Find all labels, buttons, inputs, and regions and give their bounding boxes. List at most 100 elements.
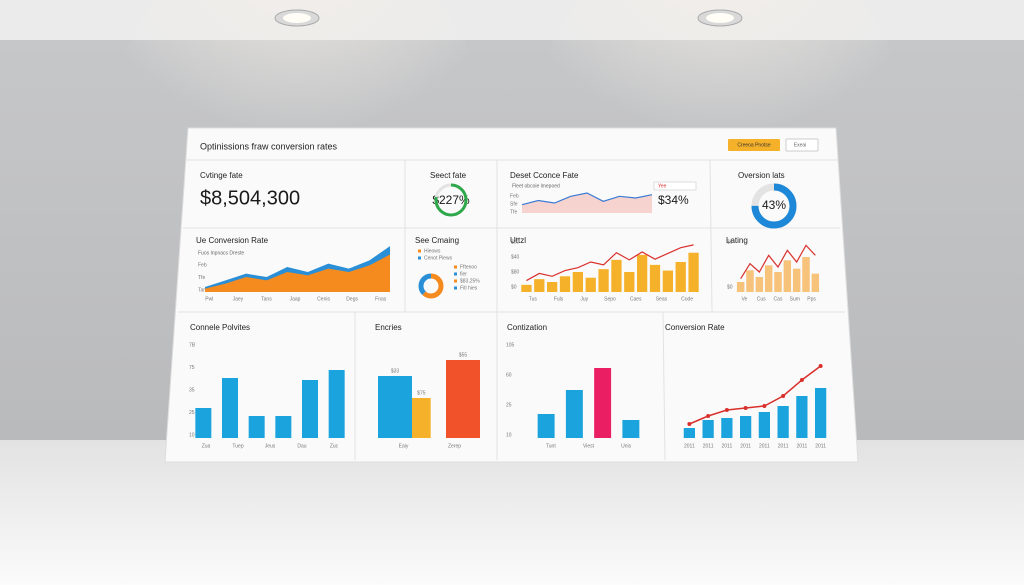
area — [205, 254, 390, 292]
x-tick-label: 2011 — [740, 443, 751, 449]
x-tick-label: Zuc — [330, 443, 339, 449]
x-tick-label: Sum — [790, 296, 800, 302]
line-point — [724, 408, 729, 412]
bar — [721, 418, 733, 438]
x-tick-label: Fnas — [375, 296, 387, 302]
y-tick-label: 7B — [189, 342, 196, 348]
x-tick-label: Pwl — [205, 296, 213, 302]
bar — [222, 378, 238, 438]
bar — [598, 269, 609, 292]
bar — [796, 396, 808, 438]
bar — [328, 370, 345, 438]
x-tick-label: Juy — [580, 296, 588, 302]
bar — [622, 420, 640, 438]
divider — [662, 311, 666, 461]
chart-title: Encries — [375, 323, 402, 332]
line-point — [781, 394, 786, 398]
bar — [534, 279, 545, 292]
tag — [653, 181, 697, 191]
button[interactable] — [728, 139, 780, 151]
chart-title: Uttzl — [510, 236, 526, 245]
y-tick-label: $0 — [727, 284, 733, 290]
x-tick-label: Viest — [583, 443, 595, 449]
kpi-label: Seect fate — [430, 171, 467, 180]
x-tick-label: 2011 — [759, 443, 770, 449]
line-point — [706, 414, 711, 418]
x-tick-label: Jaey — [233, 296, 244, 302]
chart-title: Lating — [726, 236, 748, 245]
x-tick-label: Tunt — [546, 443, 556, 449]
x-tick-label: Jeus — [265, 443, 276, 449]
bar — [248, 416, 265, 438]
x-tick-label: 2011 — [796, 443, 807, 449]
chart-title: Contization — [507, 323, 547, 332]
kpi-value: 43% — [762, 198, 786, 212]
bar — [302, 380, 318, 438]
legend: Fleet obcoie lmepoed — [512, 183, 560, 189]
bar — [637, 254, 648, 292]
x-tick-label: 2011 — [684, 443, 695, 449]
y-tick-label: $80 — [511, 269, 520, 275]
bar — [774, 272, 782, 292]
button-label[interactable]: Creeoa Pnotse — [737, 142, 771, 148]
bar — [758, 412, 770, 438]
y-tick-label: $6 — [727, 239, 733, 245]
legend-swatch — [418, 249, 421, 253]
bar — [683, 428, 695, 438]
dashboard-title: Optinissions fraw conversion rates — [200, 141, 338, 151]
y-tick-label: Tfe — [510, 209, 517, 215]
x-tick-label: Cas — [774, 296, 783, 302]
bar — [740, 416, 752, 438]
line — [521, 192, 653, 206]
button[interactable] — [785, 138, 819, 152]
kpi-label: Cvtinge fate — [200, 171, 243, 180]
y-tick-label: Feb — [510, 193, 519, 199]
data-label: $75 — [417, 390, 426, 396]
bar — [378, 376, 412, 438]
kpi-value: $227% — [432, 193, 470, 207]
y-tick-label: 75 — [189, 365, 195, 371]
x-tick-label: Seas — [656, 296, 668, 302]
floor — [0, 440, 1024, 585]
legend-swatch — [454, 265, 457, 269]
legend-swatch — [418, 256, 421, 260]
bar — [811, 273, 820, 292]
chart-title: See Cmaing — [415, 236, 459, 245]
line — [526, 244, 694, 282]
kpi-label: Oversion lats — [738, 171, 785, 180]
bar — [736, 282, 745, 292]
line-point — [799, 378, 804, 382]
donut-segment — [418, 273, 444, 299]
bar — [702, 420, 714, 438]
chart-title: Deset Cconce Fate — [510, 171, 579, 180]
bar — [275, 416, 292, 438]
x-tick-label: Zua — [202, 443, 211, 449]
bar — [802, 257, 810, 292]
x-tick-label: Caes — [630, 296, 642, 302]
x-tick-label: 2011 — [815, 443, 826, 449]
x-tick-label: 2011 — [778, 443, 789, 449]
ceiling-light — [283, 13, 311, 23]
kpi-value: $34% — [658, 193, 689, 207]
y-tick-label: 10 — [189, 432, 195, 438]
bar — [783, 260, 792, 292]
y-tick-label: 25 — [189, 410, 195, 416]
y-tick-label: $0 — [511, 284, 517, 290]
charts: Feb Sfe Tfe Feb Tfe Tan Pwl Jaey Tans Jaap Cenis De… — [189, 183, 827, 449]
bar — [815, 388, 827, 438]
x-tick-label: Sepo — [604, 296, 616, 302]
x-tick-label: Degs — [346, 296, 358, 302]
button-label[interactable]: Exeai — [794, 142, 807, 148]
bar — [559, 276, 571, 292]
bar — [412, 398, 431, 438]
ring-progress — [434, 183, 468, 217]
x-tick-label: Tuep — [232, 443, 243, 449]
bar — [537, 414, 555, 438]
kpi-value: $8,504,300 — [200, 187, 300, 209]
x-tick-label: Fuls — [554, 296, 564, 302]
x-tick-label: Tans — [261, 296, 272, 302]
y-tick-label: 105 — [506, 342, 515, 348]
line-point — [687, 422, 692, 426]
bar — [611, 259, 622, 292]
